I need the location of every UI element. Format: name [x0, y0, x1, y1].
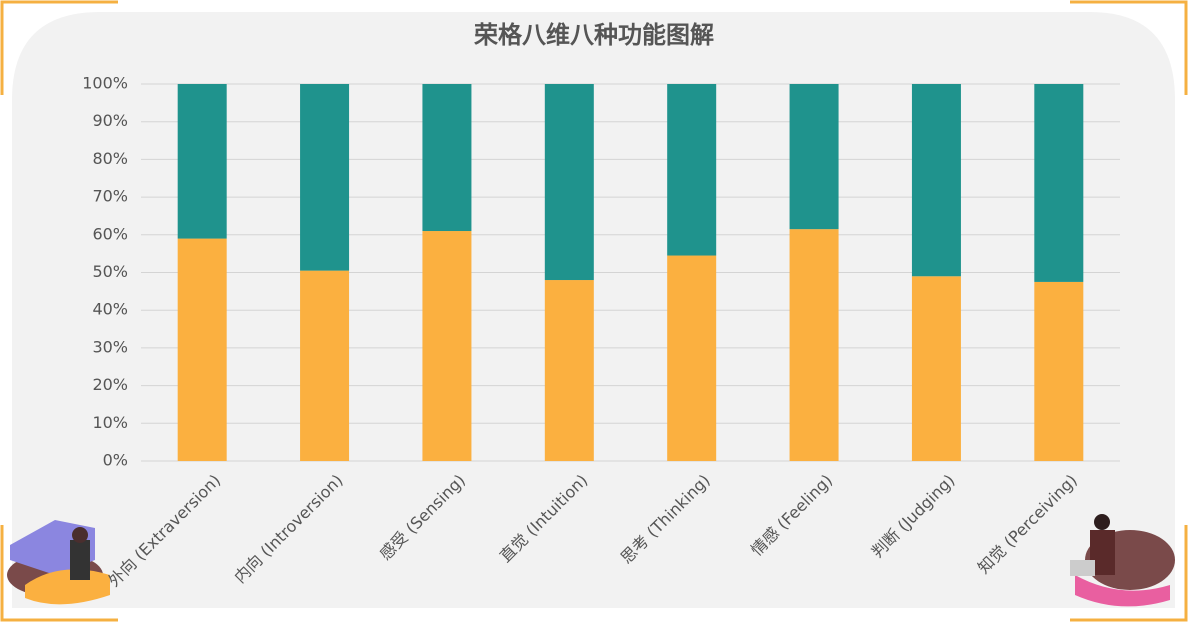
bar-segment [544, 280, 594, 461]
y-tick-label: 100% [82, 74, 128, 93]
y-tick-label: 0% [103, 451, 128, 470]
y-tick-label: 10% [92, 413, 128, 432]
y-tick-label: 40% [92, 300, 128, 319]
bar-segment [1034, 84, 1084, 282]
decor-left [7, 520, 110, 605]
bar-segment [1034, 281, 1084, 461]
bar-segment [422, 231, 472, 461]
bar-segment [300, 270, 350, 461]
bar-segment [300, 84, 350, 271]
y-tick-label: 80% [92, 149, 128, 168]
y-tick-label: 20% [92, 375, 128, 394]
y-tick-label: 50% [92, 262, 128, 281]
bar-segment [177, 84, 227, 239]
bar-segment [667, 255, 717, 461]
bar-segment [789, 229, 839, 461]
y-tick-label: 70% [92, 187, 128, 206]
chart-title: 荣格八维八种功能图解 [474, 21, 714, 49]
y-tick-label: 90% [92, 111, 128, 130]
bar-segment [422, 84, 472, 232]
bar-segment [911, 84, 961, 277]
bar-segment [177, 238, 227, 461]
bar-segment [789, 84, 839, 230]
bar-segment [667, 84, 717, 256]
bar-segment [544, 84, 594, 281]
y-tick-label: 30% [92, 337, 128, 356]
bar-segment [911, 276, 961, 461]
decor-right [1070, 514, 1175, 607]
y-tick-label: 60% [92, 224, 128, 243]
